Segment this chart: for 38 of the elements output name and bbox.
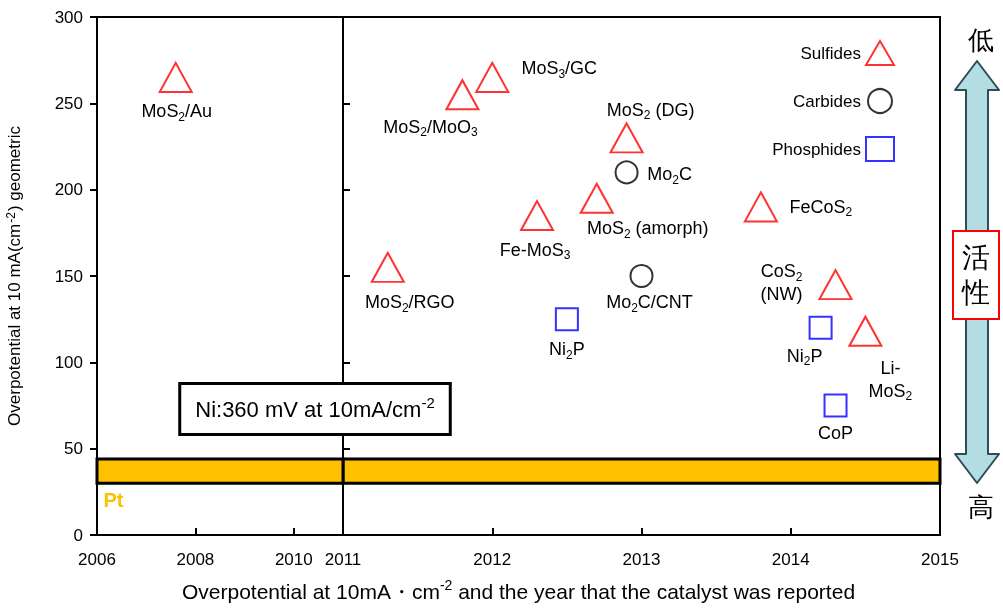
point xyxy=(609,122,644,154)
x-tick-label: 2010 xyxy=(274,550,313,569)
point xyxy=(743,191,778,223)
y-tick-label: 200 xyxy=(54,180,83,200)
text: 高 xyxy=(968,492,994,522)
point xyxy=(520,200,555,232)
x-tick-label: 2015 xyxy=(921,550,959,569)
point xyxy=(554,307,579,332)
y-tick-label: 100 xyxy=(54,352,83,372)
x-tick-label: 2013 xyxy=(622,550,661,569)
y-tick-label: 50 xyxy=(64,439,83,459)
point xyxy=(579,182,614,214)
y-tick-label: 250 xyxy=(54,93,83,113)
annotation: CoP xyxy=(818,422,854,443)
legend-label: Phosphides xyxy=(772,139,861,159)
legend-label: Sulfides xyxy=(800,43,861,63)
point xyxy=(370,251,405,283)
band-label: Pt xyxy=(103,488,124,511)
y-tick-label: 300 xyxy=(54,7,83,27)
text: 活性 xyxy=(961,242,990,308)
y-tick-label: 0 xyxy=(73,525,83,545)
point xyxy=(808,315,833,340)
x-tick-label: 2012 xyxy=(473,550,512,569)
point xyxy=(475,61,510,93)
x-tick-label: 2006 xyxy=(78,550,116,569)
y-axis-title: Overpotential at 10 mA(cm-2) geometric xyxy=(3,125,24,426)
point xyxy=(629,264,654,288)
legend-label: Carbides xyxy=(792,91,861,111)
point xyxy=(818,269,853,301)
point xyxy=(614,160,639,185)
x-tick-label: 2011 xyxy=(324,550,362,569)
text: 低 xyxy=(968,25,994,55)
y-tick-label: 150 xyxy=(54,266,83,286)
x-tick-label: 2014 xyxy=(771,550,810,569)
x-tick-label: 2008 xyxy=(176,550,215,569)
point xyxy=(445,79,480,111)
point xyxy=(848,315,883,347)
point xyxy=(823,393,848,418)
